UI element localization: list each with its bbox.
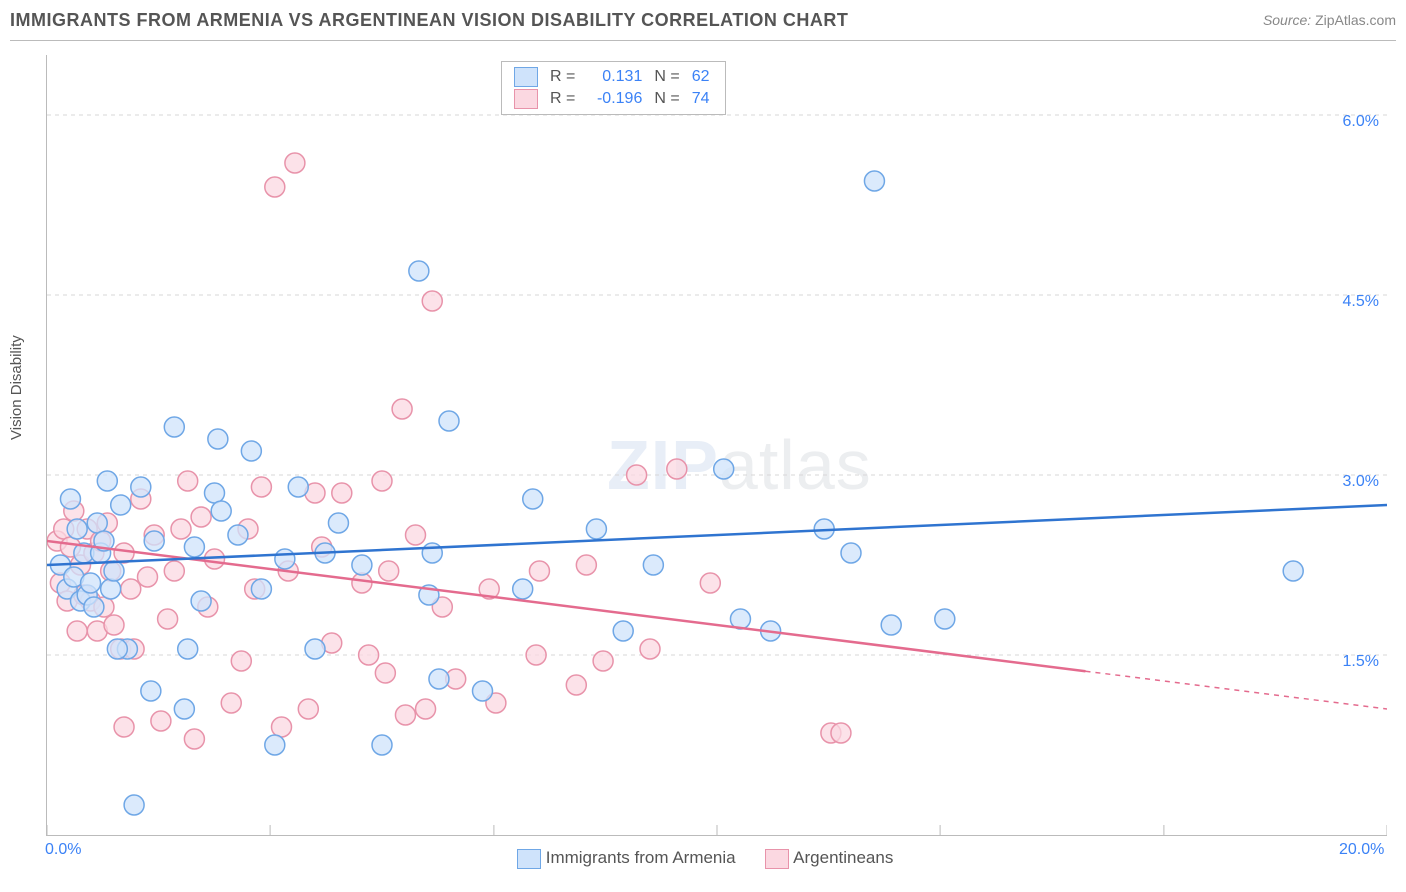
legend-row-b: R = -0.196 N = 74 — [508, 88, 715, 110]
ytick-label: 3.0% — [1343, 473, 1379, 491]
ytick-label: 1.5% — [1343, 653, 1379, 671]
legend-a-N-label: N = — [648, 66, 685, 88]
source-credit: Source: ZipAtlas.com — [1263, 12, 1396, 28]
xtick-label: 20.0% — [1339, 841, 1384, 859]
y-axis-label: Vision Disability — [8, 335, 25, 440]
swatch-a — [514, 67, 538, 87]
legend-b-N: 74 — [686, 88, 716, 110]
legend-series: Immigrants from Armenia Argentineans — [517, 848, 918, 869]
source-value: ZipAtlas.com — [1315, 12, 1396, 28]
legend-a-name: Immigrants from Armenia — [546, 848, 736, 867]
legend-correlation: R = 0.131 N = 62 R = -0.196 N = 74 — [501, 61, 726, 115]
legend-b-name: Argentineans — [793, 848, 893, 867]
chart-title: IMMIGRANTS FROM ARMENIA VS ARGENTINEAN V… — [10, 10, 848, 30]
swatch-b2 — [765, 849, 789, 869]
legend-row-a: R = 0.131 N = 62 — [508, 66, 715, 88]
legend-b-R-label: R = — [544, 88, 581, 110]
plot-svg — [47, 55, 1387, 835]
legend-a-R-label: R = — [544, 66, 581, 88]
legend-item-a: Immigrants from Armenia — [517, 848, 736, 869]
legend-a-R: 0.131 — [581, 66, 648, 88]
legend-item-b: Argentineans — [765, 848, 893, 869]
ytick-label: 6.0% — [1343, 113, 1379, 131]
source-label: Source: — [1263, 12, 1311, 28]
swatch-b — [514, 89, 538, 109]
legend-b-N-label: N = — [648, 88, 685, 110]
legend-b-R: -0.196 — [581, 88, 648, 110]
ytick-label: 4.5% — [1343, 293, 1379, 311]
chart-header: IMMIGRANTS FROM ARMENIA VS ARGENTINEAN V… — [10, 10, 1396, 41]
plot-area: ZIPatlas R = 0.131 N = 62 R = -0.196 N =… — [46, 55, 1387, 836]
legend-a-N: 62 — [686, 66, 716, 88]
xtick-label: 0.0% — [45, 841, 81, 859]
swatch-a2 — [517, 849, 541, 869]
